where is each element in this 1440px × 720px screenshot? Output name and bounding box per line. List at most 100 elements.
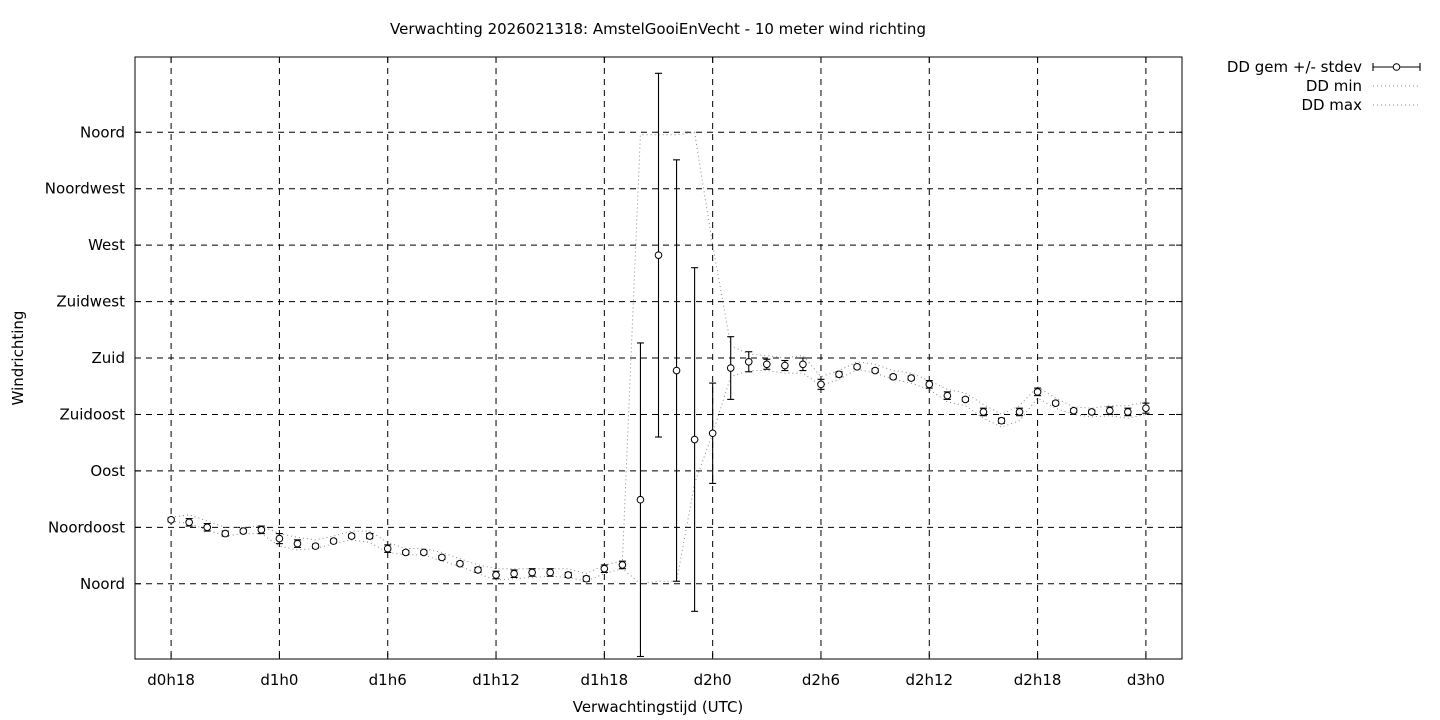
mean-point <box>564 571 573 579</box>
mean-point <box>654 251 663 259</box>
data-point-group <box>203 522 212 532</box>
x-tick-label: d2h12 <box>905 671 953 689</box>
data-point-group <box>1124 407 1132 417</box>
x-tick-label: d1h0 <box>260 671 298 689</box>
y-tick-label: Noordwest <box>45 180 125 198</box>
data-point-group <box>799 357 807 372</box>
data-point-group <box>871 366 879 375</box>
mean-point <box>979 408 988 416</box>
x-tick-label: d2h18 <box>1014 671 1062 689</box>
x-tick-label: d2h6 <box>802 671 840 689</box>
data-point-group <box>167 515 175 524</box>
data-point-group <box>997 416 1006 425</box>
mean-point <box>456 559 464 568</box>
data-point-group <box>383 544 392 553</box>
x-tick-label: d1h6 <box>369 671 407 689</box>
data-point-group <box>329 537 338 545</box>
mean-point <box>528 568 536 577</box>
mean-point <box>1015 408 1024 416</box>
data-point-group <box>420 548 428 557</box>
mean-point <box>438 553 446 562</box>
data-point-group <box>763 358 771 370</box>
mean-point <box>997 416 1006 425</box>
mean-point <box>275 534 284 543</box>
y-tick-label: West <box>88 236 125 254</box>
data-point-group <box>618 560 627 570</box>
data-point-group <box>961 395 970 404</box>
mean-point <box>257 526 266 534</box>
data-point-group <box>1033 387 1042 397</box>
data-point-group <box>1087 408 1096 416</box>
chart-title: Verwachting 2026021318: AmstelGooiEnVech… <box>390 20 926 38</box>
mean-point <box>672 366 681 375</box>
data-point-group <box>510 569 518 579</box>
data-point-group <box>672 159 681 582</box>
data-point-group <box>1051 399 1060 407</box>
data-point-group <box>546 568 554 577</box>
legend-label: DD min <box>1306 77 1362 95</box>
mean-point <box>239 527 248 535</box>
data-point-group <box>636 342 645 658</box>
data-point-group <box>925 380 934 389</box>
y-tick-label: Zuidoost <box>59 405 125 423</box>
data-point-group <box>582 574 591 583</box>
mean-point <box>744 357 753 366</box>
data-point-group <box>835 370 843 379</box>
data-point-group <box>1105 406 1114 415</box>
mean-point <box>474 566 482 574</box>
data-point-group <box>347 532 356 540</box>
mean-point <box>293 539 302 548</box>
data-point-group <box>744 351 753 373</box>
legend-label: DD gem +/- stdev <box>1227 58 1362 76</box>
grid-lines <box>135 57 1182 659</box>
mean-point <box>1051 399 1060 407</box>
mean-point <box>871 366 879 375</box>
mean-point <box>1124 408 1132 416</box>
mean-point <box>383 544 392 553</box>
mean-point <box>221 529 230 538</box>
data-point-group <box>293 539 302 548</box>
data-point-group <box>889 373 897 381</box>
dd-max-line <box>171 131 1147 575</box>
x-tick-label: d2h0 <box>694 671 732 689</box>
y-tick-label: Noord <box>80 575 125 593</box>
mean-point <box>420 548 428 557</box>
mean-stdev-points <box>167 72 1150 658</box>
mean-point <box>618 561 627 569</box>
mean-point <box>853 362 861 371</box>
data-point-group <box>257 525 266 535</box>
data-point-group <box>239 527 248 535</box>
y-axis-label: Windrichting <box>9 311 27 406</box>
mean-point <box>925 380 934 389</box>
mean-point <box>347 532 356 540</box>
mean-point <box>365 532 374 540</box>
mean-point <box>401 548 410 557</box>
mean-point <box>167 515 175 524</box>
mean-point <box>889 373 897 381</box>
x-tick-label: d3h0 <box>1127 671 1165 689</box>
mean-point <box>546 568 554 577</box>
mean-point <box>636 495 645 504</box>
data-point-group <box>708 382 717 484</box>
y-tick-label: Noordoost <box>48 518 125 536</box>
mean-point <box>510 569 518 578</box>
mean-point <box>907 374 916 382</box>
data-point-group <box>943 391 952 400</box>
data-point-group <box>1142 402 1150 414</box>
data-point-group <box>528 568 536 577</box>
axis-ticks: Noord Noordoost Oost Zuidoost Zuid Zuidwest We… <box>45 57 1182 689</box>
mean-point <box>1087 408 1096 416</box>
mean-point <box>311 542 320 550</box>
mean-point <box>1142 404 1150 412</box>
mean-point <box>708 429 717 438</box>
data-point-group <box>853 362 861 371</box>
data-point-group <box>1069 406 1078 415</box>
data-point-group <box>817 378 825 390</box>
mean-point <box>817 380 825 389</box>
mean-point <box>329 537 338 545</box>
mean-point <box>600 564 609 573</box>
data-point-group <box>275 533 284 545</box>
data-point-group <box>438 553 446 562</box>
x-tick-label: d1h18 <box>581 671 629 689</box>
legend-sample-point <box>1392 63 1401 71</box>
